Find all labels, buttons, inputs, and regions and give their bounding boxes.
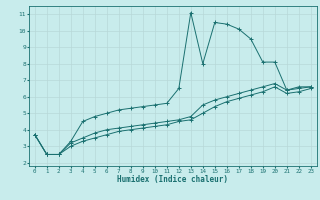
X-axis label: Humidex (Indice chaleur): Humidex (Indice chaleur) — [117, 175, 228, 184]
